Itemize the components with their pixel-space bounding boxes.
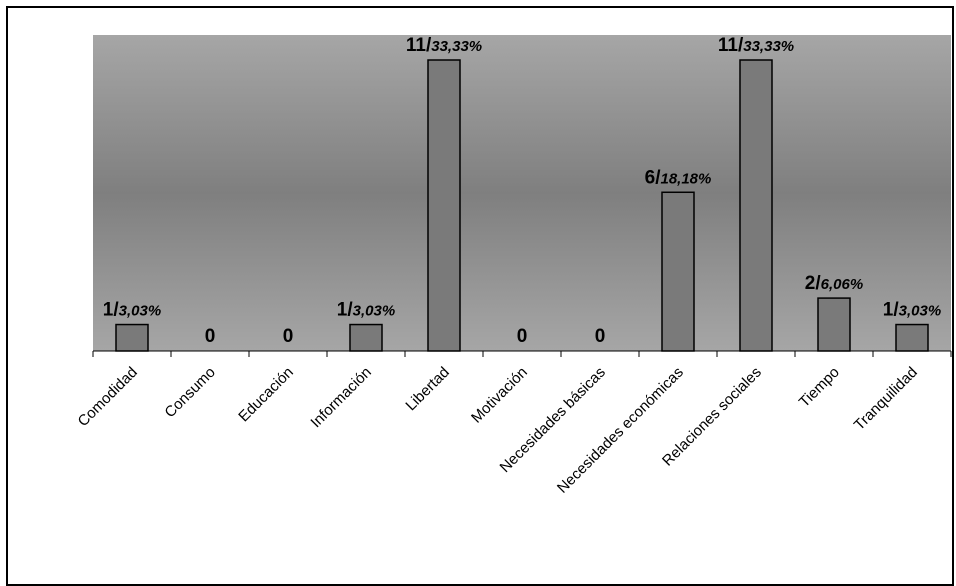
category-label-10: Tranquilidad [851,364,921,434]
data-labels: 1/3,03% 0 0 1/3,03% 11/33,33% 0 0 6/18,18% 11/33… [103,35,941,347]
data-label-5: 0 [517,326,528,347]
category-label-5: Motivación [468,364,531,427]
data-label-6: 0 [595,326,606,347]
data-label-2: 0 [283,326,294,347]
data-label-count: 11/ [718,35,744,56]
bar-4 [427,59,461,352]
data-label-count: 1/ [337,300,354,321]
data-label-count: 0 [517,326,528,347]
data-label-count: 1/ [103,300,120,321]
data-label-count: 0 [283,326,294,347]
category-labels: Comodidad Consumo Educación Información Libe… [75,364,921,497]
data-label-count: 0 [595,326,606,347]
data-label-8: 11/33,33% [718,35,794,56]
data-label-count: 1/ [883,300,900,321]
data-label-count: 11/ [406,35,432,56]
data-label-count: 6/ [645,167,662,188]
data-label-4: 11/33,33% [406,35,482,56]
category-label-7: Necesidades económicas [554,364,687,497]
data-label-percent: 33,33% [743,38,794,55]
data-label-1: 0 [205,326,216,347]
bar-7 [661,191,695,352]
bar-8 [739,59,773,352]
category-label-1: Consumo [161,364,218,421]
data-label-0: 1/3,03% [103,300,161,321]
category-label-2: Educación [235,364,297,426]
bars [115,59,929,352]
data-label-percent: 3,03% [899,303,942,320]
category-label-9: Tiempo [796,364,843,411]
data-label-percent: 18,18% [660,170,711,187]
data-label-count: 0 [205,326,216,347]
plot-area [93,35,951,351]
bar-10 [895,323,929,352]
data-label-count: 2/ [805,273,822,294]
data-label-10: 1/3,03% [883,300,941,321]
data-label-3: 1/3,03% [337,300,395,321]
data-label-percent: 33,33% [431,38,482,55]
data-label-percent: 3,03% [353,303,396,320]
data-label-percent: 3,03% [119,303,162,320]
category-label-4: Libertad [402,364,452,414]
data-label-7: 6/18,18% [645,167,712,188]
data-label-percent: 6,06% [821,276,864,293]
bar-3 [349,323,383,352]
x-axis [92,350,952,357]
category-label-0: Comodidad [75,364,141,430]
category-label-3: Información [307,364,374,431]
data-label-9: 2/6,06% [805,273,863,294]
bar-9 [817,297,851,352]
bar-0 [115,323,149,352]
